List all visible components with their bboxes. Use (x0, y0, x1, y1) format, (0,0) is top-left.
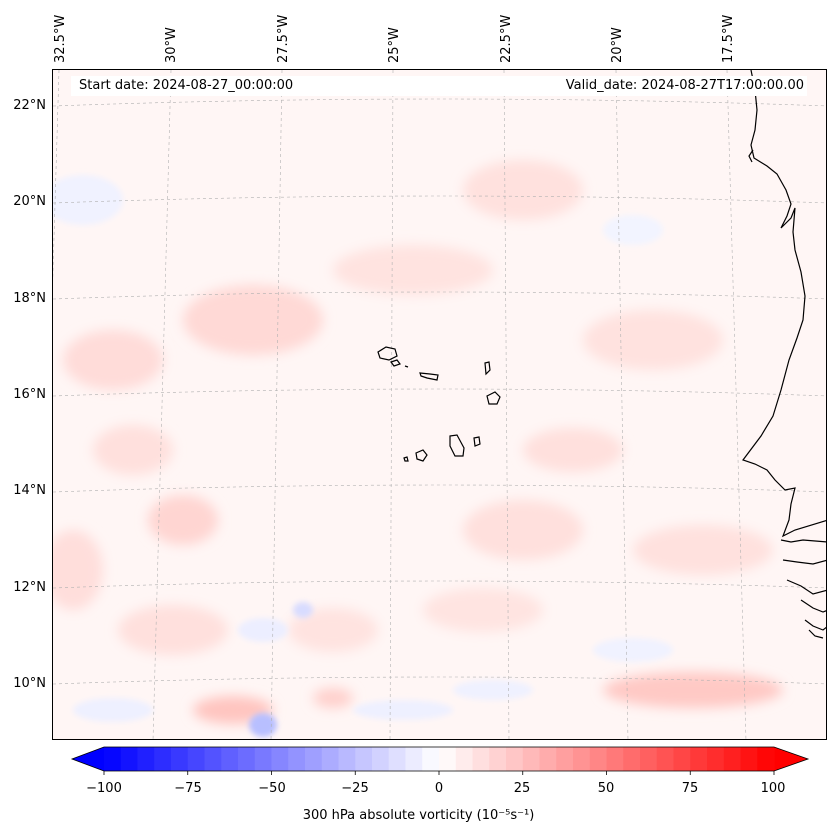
colorbar-level (489, 747, 507, 771)
vorticity-positive-patches (53, 160, 783, 724)
colorbar-tick-100: 100 (760, 781, 786, 796)
colorbar-level (221, 747, 239, 771)
colorbar-level (204, 747, 222, 771)
colorbar-level (388, 747, 407, 771)
colorbar-level (422, 747, 440, 771)
colorbar-tick-50: 50 (597, 781, 615, 796)
lon-label-25w: 25°W (387, 27, 402, 63)
colorbar-level (321, 747, 340, 771)
colorbar-extend-min (72, 747, 104, 771)
colorbar-extend-max (774, 747, 808, 771)
west-africa-coastline (742, 70, 826, 639)
valid-date-label: Valid_date: 2024-08-27T17:00:00.00 (563, 78, 806, 93)
island-santiago (449, 434, 465, 457)
colorbar-level (723, 747, 742, 771)
colorbar-level (556, 747, 574, 771)
vorticity-map: Start date: 2024-08-27_00:00:00 Valid_da… (52, 69, 827, 740)
colorbar-level (338, 747, 356, 771)
colorbar-level (757, 747, 775, 771)
colorbar-level (573, 747, 591, 771)
lat-label-22n: 22°N (13, 98, 46, 113)
lon-label-20w: 20°W (610, 27, 625, 63)
colorbar-level (455, 747, 474, 771)
colorbar-tick-minus-25: −25 (341, 781, 369, 796)
island-sao-nicolau (419, 372, 439, 381)
lat-label-16n: 16°N (13, 387, 46, 402)
colorbar-level (305, 747, 323, 771)
island-sao-vicente (390, 359, 401, 367)
colorbar-level (254, 747, 273, 771)
colorbar-level (623, 747, 641, 771)
colorbar-level (673, 747, 691, 771)
island-brava (403, 456, 409, 462)
island-sal (484, 361, 491, 376)
lat-label-14n: 14°N (13, 483, 46, 498)
colorbar-level (506, 747, 524, 771)
colorbar-level (640, 747, 658, 771)
colorbar (70, 746, 810, 775)
colorbar-level (154, 747, 172, 771)
colorbar-level (539, 747, 557, 771)
colorbar-tick-minus-100: −100 (86, 781, 122, 796)
island-santa-luzia (404, 365, 409, 368)
lat-label-10n: 10°N (13, 676, 46, 691)
lon-label-22-5w: 22.5°W (499, 14, 514, 63)
colorbar-tick-0: 0 (434, 781, 444, 796)
colorbar-level (271, 747, 289, 771)
colorbar-tick-75: 75 (681, 781, 699, 796)
lon-label-17-5w: 17.5°W (721, 14, 736, 63)
colorbar-level (472, 747, 490, 771)
colorbar-level (288, 747, 306, 771)
lon-label-27-5w: 27.5°W (276, 14, 291, 63)
vorticity-negative-patches (53, 175, 673, 737)
colorbar-tick-minus-50: −50 (258, 781, 286, 796)
colorbar-level (238, 747, 256, 771)
colorbar-level (589, 747, 608, 771)
map-canvas (53, 70, 826, 739)
cape-verde-islands (377, 346, 501, 462)
colorbar-level (690, 747, 708, 771)
colorbar-level (104, 747, 122, 771)
lon-label-30w: 30°W (164, 27, 179, 63)
colorbar-level (137, 747, 155, 771)
lon-label-32-5w: 32.5°W (53, 14, 68, 63)
colorbar-level (405, 747, 423, 771)
colorbar-level (187, 747, 206, 771)
colorbar-level (171, 747, 189, 771)
island-boa-vista (486, 391, 501, 405)
lat-label-20n: 20°N (13, 194, 46, 209)
colorbar-label: 300 hPa absolute vorticity (10⁻⁵s⁻¹) (302, 808, 535, 823)
colorbar-tick-25: 25 (513, 781, 531, 796)
colorbar-level (522, 747, 541, 771)
colorbar-level (355, 747, 373, 771)
colorbar-level (606, 747, 624, 771)
colorbar-level (740, 747, 758, 771)
colorbar-tick-minus-75: −75 (174, 781, 202, 796)
lat-label-12n: 12°N (13, 580, 46, 595)
lat-label-18n: 18°N (13, 291, 46, 306)
colorbar-level (120, 747, 139, 771)
colorbar-level (656, 747, 675, 771)
colorbar-level (439, 747, 457, 771)
island-santo-antao (377, 346, 398, 361)
colorbar-level (707, 747, 725, 771)
colorbar-level (372, 747, 390, 771)
island-maio (473, 436, 481, 447)
start-date-label: Start date: 2024-08-27_00:00:00 (77, 78, 296, 93)
island-fogo (415, 449, 428, 462)
map-gridlines (53, 70, 826, 739)
